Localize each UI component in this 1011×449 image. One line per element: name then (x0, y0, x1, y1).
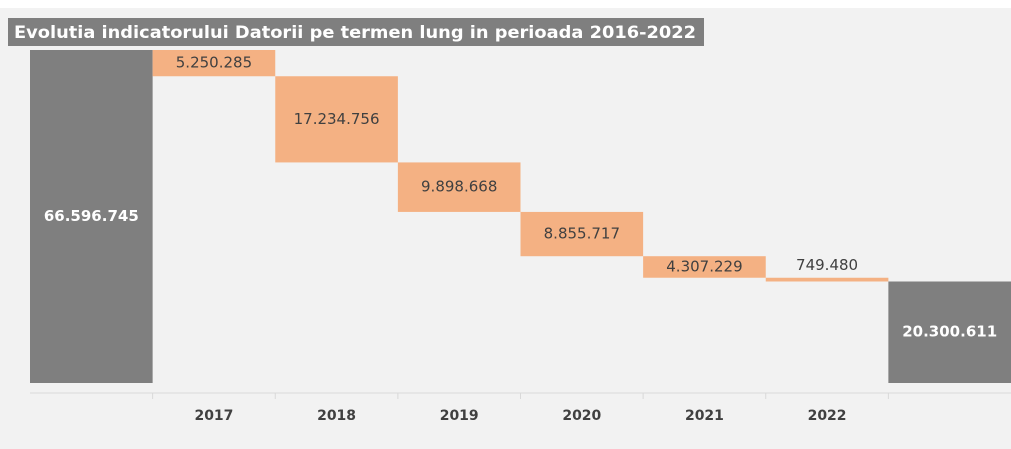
data-label: 4.307.229 (666, 257, 742, 275)
bar (397, 162, 521, 212)
x-tick-label: 2019 (440, 408, 479, 424)
x-tick-label: 2018 (317, 408, 356, 424)
data-label: 17.234.756 (294, 110, 380, 128)
x-tick-label: 2017 (194, 408, 233, 424)
title-box (8, 18, 704, 46)
bar (152, 50, 276, 77)
data-label: 749.480 (796, 256, 858, 274)
x-tick-label: 2021 (685, 408, 724, 424)
bar (888, 281, 1011, 383)
bar (765, 277, 889, 282)
x-tick-label: 2022 (808, 408, 847, 424)
data-label: 9.898.668 (421, 178, 497, 196)
bar (643, 256, 766, 278)
data-label: 5.250.285 (176, 54, 252, 72)
bar (30, 50, 153, 383)
x-tick-label: 2020 (562, 408, 601, 424)
data-label: 20.300.611 (902, 323, 997, 341)
data-label: 8.855.717 (544, 225, 620, 243)
chart-title: Evolutia indicatorului Datorii pe termen… (14, 23, 696, 43)
bar (275, 76, 398, 163)
chart-background (0, 8, 1011, 449)
data-label: 66.596.745 (44, 207, 139, 225)
bar (520, 211, 644, 257)
